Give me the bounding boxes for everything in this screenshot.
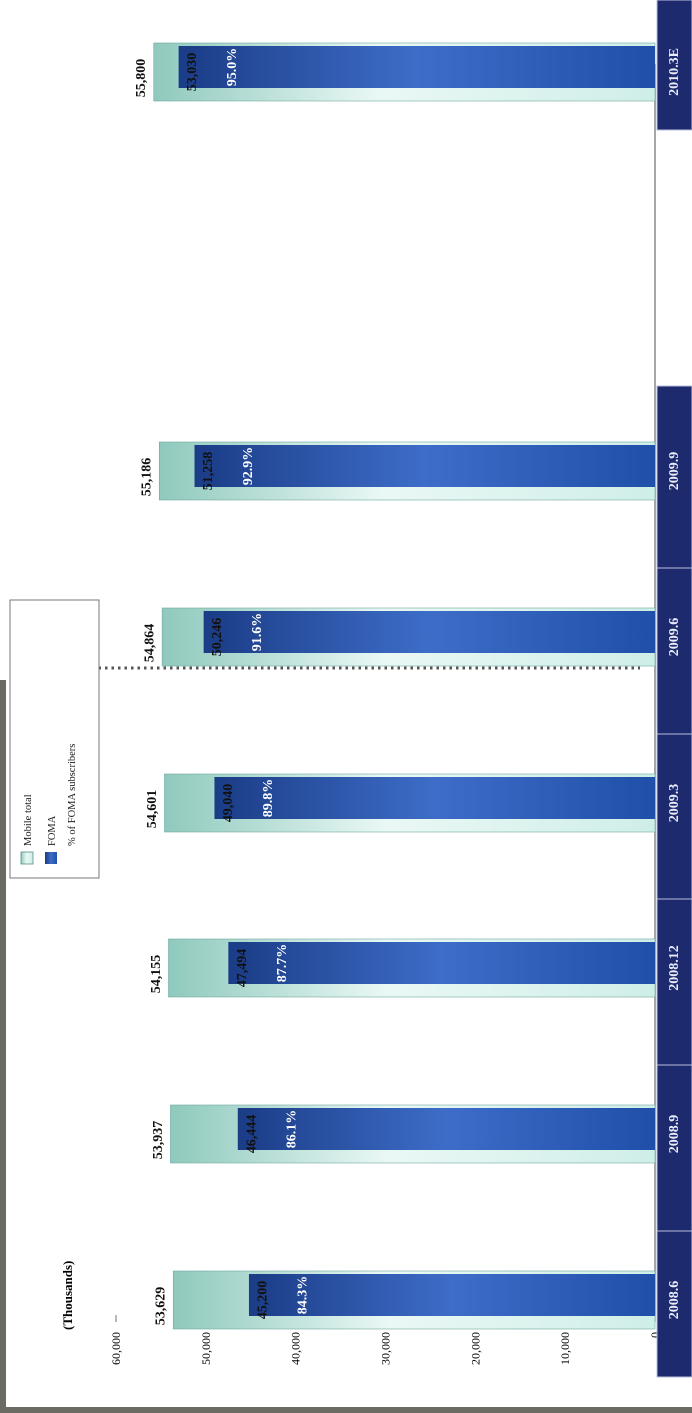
bar-foma [178, 46, 655, 88]
data-label-mobile-total: 54,155 [149, 955, 164, 994]
y-tick-label: 60,000 [109, 1332, 123, 1365]
data-label-mobile-total: 55,800 [134, 59, 149, 98]
data-label-mobile-total: 54,864 [143, 624, 158, 663]
bar-foma [194, 445, 656, 487]
legend-label-foma: FOMA [47, 815, 58, 846]
category-label: 2008.6 [667, 1281, 682, 1320]
y-axis-title: (Thousands) [60, 1261, 75, 1330]
category-labels: 2008.6 2008.9 2008.12 2009.3 2009.6 2009.9 201… [656, 0, 692, 1378]
category-label-box [656, 898, 692, 1066]
data-label-foma: 50,246 [210, 618, 225, 657]
chart-frame-left [0, 680, 6, 1413]
category-label-box [656, 0, 692, 131]
y-tick-label: 20,000 [468, 1332, 482, 1365]
bar-foma [228, 942, 655, 984]
y-tick-label: 40,000 [289, 1332, 303, 1365]
category-label: 2009.6 [667, 618, 682, 657]
category-label-box [656, 567, 692, 735]
y-tick-label: 10,000 [558, 1332, 572, 1365]
chart-frame-bottom [0, 1407, 692, 1413]
bar-foma [214, 777, 655, 819]
category-label: 2009.3 [667, 784, 682, 823]
data-label-mobile-total: 53,937 [151, 1121, 166, 1160]
data-label-foma: 46,444 [244, 1115, 259, 1154]
category-label: 2009.9 [667, 452, 682, 491]
data-label-foma: 51,258 [201, 452, 216, 491]
data-label-mobile-total: 53,629 [154, 1287, 169, 1326]
data-label-foma-share: 92.9% [241, 447, 256, 486]
bars-group: 53,629 45,200 84.3% 53,937 46,444 86.1% 54,155… [134, 42, 656, 1330]
y-ticks: 0 10,000 20,000 30,000 40,000 50,000 60,000 [109, 1315, 662, 1365]
y-tick-label: 30,000 [379, 1332, 393, 1365]
data-label-foma: 47,494 [235, 949, 250, 988]
bar-foma [248, 1274, 655, 1316]
legend-box [9, 599, 100, 879]
legend-swatch-mobile-total [20, 851, 34, 865]
y-tick-label: 0 [648, 1332, 662, 1338]
bar-foma [203, 611, 656, 653]
category-label: 2008.9 [667, 1115, 682, 1154]
legend-label-foma-share: % of FOMA subscribers [67, 744, 78, 846]
data-label-foma-share: 95.0% [225, 48, 240, 87]
category-label-box [656, 1230, 692, 1378]
legend-label-mobile-total: Mobile total [23, 794, 34, 846]
legend-swatch-foma [45, 852, 57, 864]
data-label-foma-share: 89.8% [261, 779, 276, 818]
category-label-box [656, 1064, 692, 1232]
category-label: 2010.3E [667, 48, 682, 96]
legend: Mobile total FOMA % of FOMA subscribers [9, 599, 100, 879]
data-label-mobile-total: 55,186 [140, 458, 155, 497]
category-label-box [656, 733, 692, 900]
category-label-box [656, 385, 692, 569]
data-label-foma-share: 84.3% [295, 1276, 310, 1315]
y-tick-label: 50,000 [199, 1332, 213, 1365]
data-label-mobile-total: 54,601 [145, 790, 160, 829]
data-label-foma: 53,030 [185, 53, 200, 92]
category-label: 2008.12 [667, 945, 682, 991]
data-label-foma-share: 91.6% [250, 613, 265, 652]
data-label-foma-share: 87.7% [275, 944, 290, 983]
data-label-foma: 49,040 [221, 784, 236, 823]
data-label-foma: 45,200 [255, 1281, 270, 1320]
bar-foma [237, 1108, 655, 1150]
data-label-foma-share: 86.1% [284, 1110, 299, 1149]
